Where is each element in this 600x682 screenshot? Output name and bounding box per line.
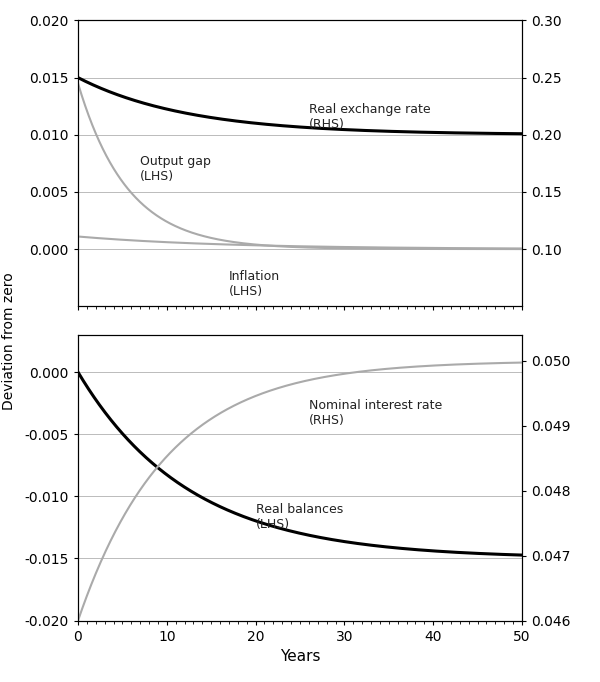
Text: Real exchange rate
(RHS): Real exchange rate (RHS)	[309, 103, 431, 131]
X-axis label: Years: Years	[280, 649, 320, 664]
Text: Output gap
(LHS): Output gap (LHS)	[140, 155, 211, 183]
Text: Real balances
(LHS): Real balances (LHS)	[256, 503, 343, 531]
Text: Nominal interest rate
(RHS): Nominal interest rate (RHS)	[309, 400, 442, 428]
Text: Inflation
(LHS): Inflation (LHS)	[229, 269, 280, 297]
Text: Deviation from zero: Deviation from zero	[2, 272, 16, 410]
